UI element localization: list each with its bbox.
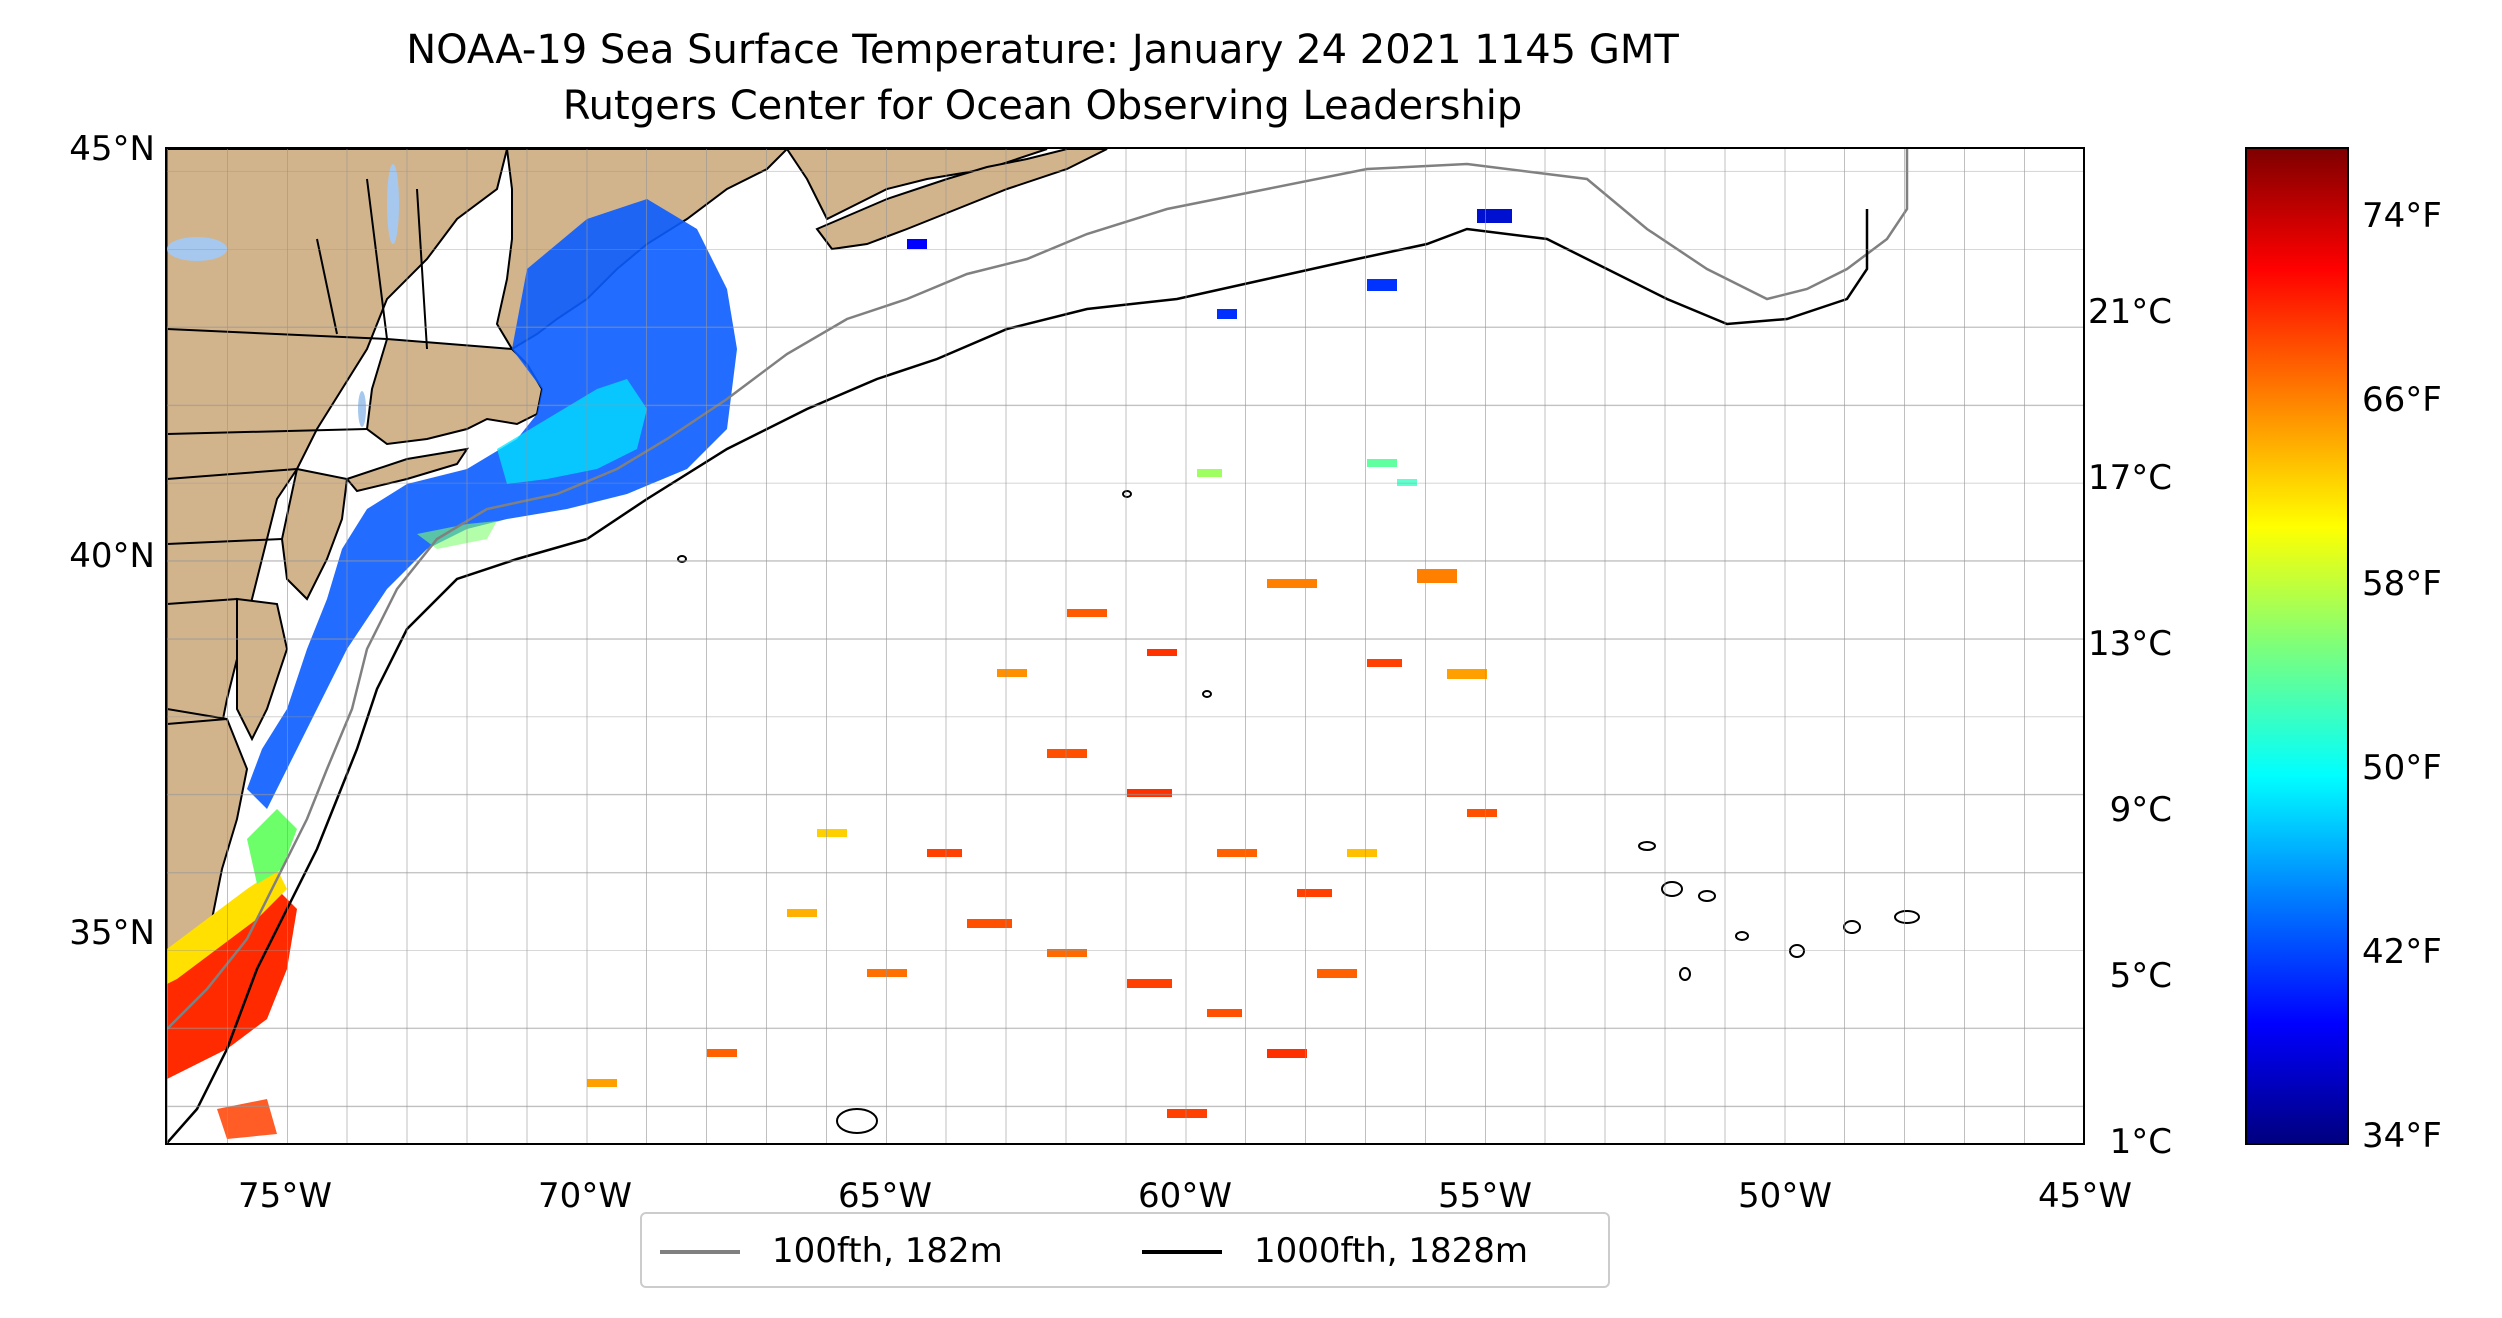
lon-label-45: 45°W (2038, 1176, 2132, 1216)
map-subtitle: Rutgers Center for Ocean Observing Leade… (562, 83, 1523, 129)
map-title: NOAA-19 Sea Surface Temperature: January… (406, 27, 1679, 73)
sst-hatteras-green (247, 809, 297, 884)
lon-label-50: 50°W (1738, 1176, 1832, 1216)
lon-label-75: 75°W (238, 1176, 332, 1216)
isobath-legend: 100fth, 182m 1000fth, 1828m (640, 1212, 1610, 1288)
temperature-colorbar (2245, 147, 2349, 1145)
colorbar-f-58: 58°F (2362, 564, 2442, 604)
colorbar-c-13: 13°C (2087, 624, 2172, 664)
legend-line-1000fth (1142, 1250, 1222, 1254)
sst-bottom-left-warm (217, 1099, 277, 1139)
lon-label-55: 55°W (1438, 1176, 1532, 1216)
lat-label-35: 35°N (69, 913, 155, 953)
legend-line-100fth (660, 1250, 740, 1254)
colorbar-c-17: 17°C (2087, 458, 2172, 498)
colorbar-c-5: 5°C (2109, 956, 2172, 996)
colorbar-f-50: 50°F (2362, 748, 2442, 788)
colorbar-f-74: 74°F (2362, 196, 2442, 236)
lon-label-70: 70°W (538, 1176, 632, 1216)
legend-label-1000fth: 1000fth, 1828m (1254, 1231, 1529, 1271)
colorbar-f-34: 34°F (2362, 1116, 2442, 1156)
map-panel (165, 147, 2085, 1145)
lon-label-65: 65°W (838, 1176, 932, 1216)
colorbar-f-42: 42°F (2362, 932, 2442, 972)
land-delmarva (236, 597, 289, 742)
lon-label-60: 60°W (1138, 1176, 1232, 1216)
isobath-100fth (167, 149, 1909, 1030)
colorbar-f-66: 66°F (2362, 380, 2442, 420)
legend-label-100fth: 100fth, 182m (772, 1231, 1003, 1271)
land-massachusetts (365, 337, 544, 446)
lat-label-40: 40°N (69, 536, 155, 576)
sst-map (167, 149, 1920, 1143)
lat-label-45: 45°N (69, 129, 155, 169)
colorbar-c-1: 1°C (2109, 1122, 2172, 1162)
colorbar-c-21: 21°C (2087, 292, 2172, 332)
colorbar-c-9: 9°C (2109, 790, 2172, 830)
